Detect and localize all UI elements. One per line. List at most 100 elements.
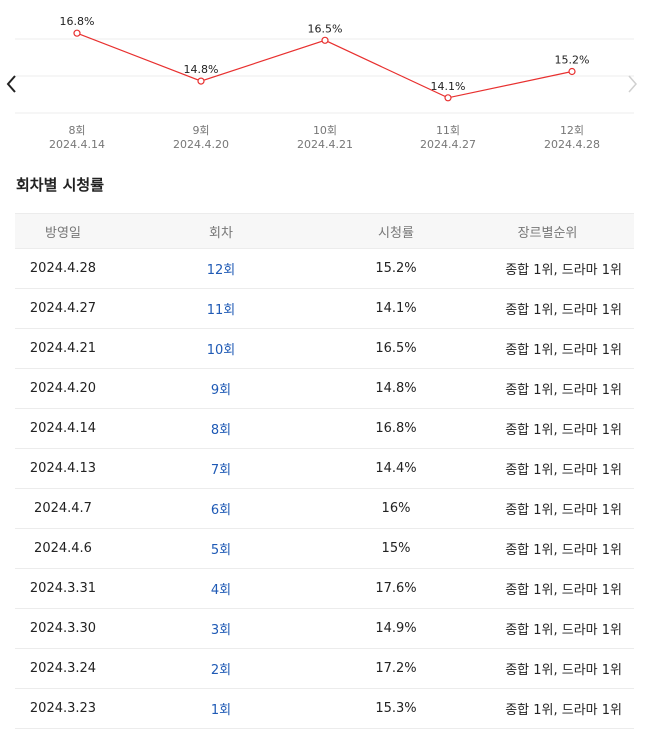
- row-date: 2024.3.24: [15, 648, 111, 689]
- data-label: 15.2%: [555, 54, 590, 67]
- ratings-table: 방영일 회차 시청률 장르별순위 2024.4.28 12회 15.2% 종합 1위,…: [15, 213, 634, 729]
- row-rank: 종합 1위, 드라마 1위: [461, 328, 634, 369]
- ratings-chart: 16.8% 14.8% 16.5% 14.1% 15.2% 8회 2024.4.14 9회 20…: [0, 0, 647, 160]
- table-row: 2024.4.6 5회 15% 종합 1위, 드라마 1위: [15, 528, 634, 569]
- row-episode-cell: 6회: [111, 488, 331, 529]
- row-rank: 종합 1위, 드라마 1위: [461, 248, 634, 289]
- data-point: [321, 36, 329, 44]
- tick-label-episode: 10회: [313, 124, 337, 137]
- row-rating: 15.2%: [331, 248, 461, 289]
- table-row: 2024.4.14 8회 16.8% 종합 1위, 드라마 1위: [15, 408, 634, 449]
- row-rating: 17.2%: [331, 648, 461, 689]
- row-date: 2024.3.31: [15, 568, 111, 609]
- tick-label-date: 2024.4.27: [420, 138, 476, 151]
- table-row: 2024.4.28 12회 15.2% 종합 1위, 드라마 1위: [15, 248, 634, 289]
- data-label: 14.8%: [184, 63, 219, 76]
- row-episode-cell: 1회: [111, 688, 331, 729]
- table-row: 2024.4.20 9회 14.8% 종합 1위, 드라마 1위: [15, 368, 634, 409]
- tick-label-date: 2024.4.14: [49, 138, 105, 151]
- row-episode-cell: 4회: [111, 568, 331, 609]
- row-episode-cell: 7회: [111, 448, 331, 489]
- table-row: 2024.3.23 1회 15.3% 종합 1위, 드라마 1위: [15, 688, 634, 729]
- data-point: [197, 77, 205, 85]
- header-date: 방영일: [15, 213, 111, 249]
- header-rating: 시청률: [331, 213, 461, 249]
- row-rank: 종합 1위, 드라마 1위: [461, 448, 634, 489]
- data-point: [568, 67, 576, 76]
- tick-label-episode: 11회: [436, 124, 460, 137]
- row-rank: 종합 1위, 드라마 1위: [461, 288, 634, 329]
- tick-label-episode: 12회: [560, 124, 584, 137]
- row-date: 2024.4.20: [15, 368, 111, 409]
- data-point: [73, 29, 81, 37]
- row-date: 2024.4.14: [15, 408, 111, 449]
- row-rank: 종합 1위, 드라마 1위: [461, 568, 634, 609]
- row-date: 2024.4.27: [15, 288, 111, 329]
- header-rank: 장르별순위: [461, 213, 634, 249]
- episode-link[interactable]: 11회: [206, 303, 236, 318]
- row-date: 2024.4.21: [15, 328, 111, 369]
- episode-link[interactable]: 2회: [210, 663, 232, 678]
- row-rating: 14.9%: [331, 608, 461, 649]
- row-date: 2024.4.6: [15, 528, 111, 569]
- row-episode-cell: 3회: [111, 608, 331, 649]
- tick-label-date: 2024.4.21: [297, 138, 353, 151]
- row-date: 2024.3.23: [15, 688, 111, 729]
- chevron-right-icon: [628, 75, 637, 93]
- row-rank: 종합 1위, 드라마 1위: [461, 528, 634, 569]
- table-row: 2024.3.31 4회 17.6% 종합 1위, 드라마 1위: [15, 568, 634, 609]
- row-rating: 16%: [331, 488, 461, 529]
- row-date: 2024.4.13: [15, 448, 111, 489]
- chart-prev-button[interactable]: [0, 70, 24, 98]
- table-row: 2024.4.13 7회 14.4% 종합 1위, 드라마 1위: [15, 448, 634, 489]
- row-rank: 종합 1위, 드라마 1위: [461, 608, 634, 649]
- row-rating: 15%: [331, 528, 461, 569]
- episode-link[interactable]: 8회: [210, 423, 232, 438]
- episode-link[interactable]: 1회: [210, 703, 232, 718]
- table-row: 2024.4.7 6회 16% 종합 1위, 드라마 1위: [15, 488, 634, 529]
- row-date: 2024.4.28: [15, 248, 111, 289]
- episode-link[interactable]: 4회: [210, 583, 232, 598]
- tick-label-date: 2024.4.28: [544, 138, 600, 151]
- row-rating: 14.8%: [331, 368, 461, 409]
- chart-next-button[interactable]: [623, 70, 647, 98]
- row-rank: 종합 1위, 드라마 1위: [461, 688, 634, 729]
- row-episode-cell: 11회: [111, 288, 331, 329]
- tick-label-episode: 8회: [68, 124, 85, 137]
- row-rank: 종합 1위, 드라마 1위: [461, 408, 634, 449]
- row-rating: 17.6%: [331, 568, 461, 609]
- row-rating: 16.5%: [331, 328, 461, 369]
- data-label: 16.5%: [308, 22, 343, 35]
- episode-link[interactable]: 9회: [210, 383, 232, 398]
- data-label: 14.1%: [431, 80, 466, 93]
- table-row: 2024.3.24 2회 17.2% 종합 1위, 드라마 1위: [15, 648, 634, 689]
- tick-label-date: 2024.4.20: [173, 138, 229, 151]
- episode-link[interactable]: 10회: [206, 343, 236, 358]
- row-episode-cell: 10회: [111, 328, 331, 369]
- row-episode-cell: 12회: [111, 248, 331, 289]
- row-episode-cell: 8회: [111, 408, 331, 449]
- data-label: 16.8%: [60, 15, 95, 28]
- ratings-line-chart: 16.8%14.8%16.5%14.1%15.2%8회2024.4.149회20…: [15, 15, 634, 151]
- episode-link[interactable]: 3회: [210, 623, 232, 638]
- tick-label-episode: 9회: [192, 124, 209, 137]
- data-point: [444, 94, 452, 102]
- row-date: 2024.3.30: [15, 608, 111, 649]
- row-date: 2024.4.7: [15, 488, 111, 529]
- row-rank: 종합 1위, 드라마 1위: [461, 648, 634, 689]
- row-rating: 14.4%: [331, 448, 461, 489]
- row-rank: 종합 1위, 드라마 1위: [461, 488, 634, 529]
- episode-link[interactable]: 12회: [206, 263, 236, 278]
- row-episode-cell: 9회: [111, 368, 331, 409]
- episode-link[interactable]: 5회: [210, 543, 232, 558]
- episode-link[interactable]: 7회: [210, 463, 232, 478]
- table-row: 2024.3.30 3회 14.9% 종합 1위, 드라마 1위: [15, 608, 634, 649]
- episode-link[interactable]: 6회: [210, 503, 232, 518]
- row-rating: 14.1%: [331, 288, 461, 329]
- header-episode: 회차: [111, 213, 331, 249]
- section-title: 회차별 시청률: [16, 176, 105, 194]
- row-episode-cell: 5회: [111, 528, 331, 569]
- row-rank: 종합 1위, 드라마 1위: [461, 368, 634, 409]
- table-header-row: 방영일 회차 시청률 장르별순위: [15, 213, 634, 249]
- table-row: 2024.4.21 10회 16.5% 종합 1위, 드라마 1위: [15, 328, 634, 369]
